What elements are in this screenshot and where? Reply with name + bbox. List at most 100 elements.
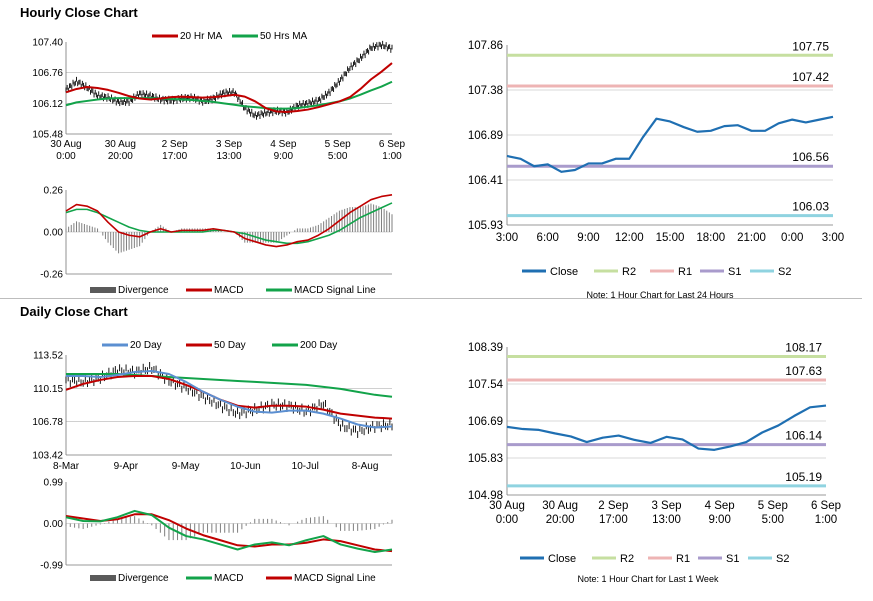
- daily-levels-x-tick: 9:00: [708, 514, 730, 526]
- daily-macd-y-tick: -0.99: [40, 561, 63, 572]
- hourly-levels-x-tick: 9:00: [577, 232, 599, 244]
- hourly-price-y-tick: 107.40: [32, 38, 63, 49]
- hourly-price-price-bars: [65, 40, 393, 120]
- hourly-levels-x-tick: 3:00: [496, 232, 518, 244]
- daily-levels-y-tick: 107.54: [468, 379, 504, 391]
- daily-price-x-tick: 9-Apr: [114, 461, 139, 472]
- hourly-price-x-tick: 3 Sep: [216, 139, 243, 150]
- daily-macd-line: [65, 509, 393, 554]
- daily-macd-legend-label: MACD: [214, 573, 243, 584]
- daily-price-y-tick: 103.42: [32, 451, 63, 462]
- daily-price-x-tick: 8-Aug: [352, 461, 379, 472]
- daily-macd-legend-label: Divergence: [118, 573, 169, 584]
- daily-macd-y-tick: 0.00: [44, 519, 64, 530]
- daily-levels-y-tick: 105.83: [468, 453, 503, 465]
- hourly-levels-x-tick: 3:00: [822, 232, 844, 244]
- hourly-levels-close-line: [506, 115, 834, 173]
- daily-levels-level-s2-label: 105.19: [785, 470, 822, 484]
- hourly-price-x-tick: 20:00: [108, 151, 133, 162]
- hourly-levels-x-tick: 18:00: [696, 232, 725, 244]
- daily-macd-y-tick: 0.99: [44, 478, 64, 489]
- daily-levels-legend-label: R1: [676, 553, 690, 565]
- hourly-levels-y-tick: 106.41: [468, 175, 503, 187]
- daily-levels-close-line: [506, 404, 827, 451]
- daily-levels-x-tick: 5:00: [762, 514, 784, 526]
- hourly-price-y-tick: 105.48: [32, 130, 63, 141]
- hourly-macd-legend-label: MACD: [214, 285, 243, 296]
- hourly-price-legend-label: 20 Hr MA: [180, 31, 223, 42]
- hourly-levels-legend-label: Close: [550, 266, 578, 278]
- hourly-levels-level-s2-label: 106.03: [792, 200, 829, 214]
- daily-levels-legend-label: S1: [726, 553, 739, 565]
- hourly-price-x-tick: 2 Sep: [162, 139, 189, 150]
- daily-levels-y-tick: 104.98: [468, 490, 503, 502]
- hourly-levels-level-r1-label: 107.42: [792, 70, 829, 84]
- daily-price-y-tick: 106.78: [32, 417, 63, 428]
- daily-levels-y-tick: 108.39: [468, 342, 503, 354]
- daily-levels-x-tick: 20:00: [546, 514, 575, 526]
- hourly-levels-x-tick: 12:00: [615, 232, 644, 244]
- daily-price-x-tick: 10-Jun: [230, 461, 261, 472]
- hourly-price-x-tick: 5 Sep: [325, 139, 352, 150]
- daily-levels-x-tick: 5 Sep: [758, 500, 788, 512]
- hourly-price-x-tick: 0:00: [56, 151, 76, 162]
- daily-levels-x-tick: 30 Aug: [542, 500, 578, 512]
- hourly-price-x-tick: 5:00: [328, 151, 348, 162]
- hourly-levels-x-tick: 15:00: [656, 232, 685, 244]
- daily-levels-x-tick: 4 Sep: [705, 500, 735, 512]
- daily-levels-y-tick: 106.69: [468, 416, 503, 428]
- daily-levels-legend-label: S2: [776, 553, 789, 565]
- hourly-price-legend-label: 50 Hrs MA: [260, 31, 308, 42]
- hourly-levels-y-tick: 105.93: [468, 220, 503, 232]
- hourly-price-x-tick: 1:00: [382, 151, 402, 162]
- hourly-levels-y-tick: 106.89: [468, 130, 503, 142]
- hourly-price-y-tick: 106.76: [32, 68, 63, 79]
- section-divider: [0, 298, 862, 299]
- daily-levels-legend-label: Close: [548, 553, 576, 565]
- hourly-price-x-tick: 9:00: [274, 151, 294, 162]
- daily-levels-x-tick: 3 Sep: [651, 500, 681, 512]
- daily-section-title: Daily Close Chart: [20, 304, 128, 319]
- daily-levels-note: Note: 1 Hour Chart for Last 1 Week: [578, 574, 719, 584]
- hourly-macd-legend-label: Divergence: [118, 285, 169, 296]
- hourly-macd-signal-line: [65, 202, 393, 245]
- daily-levels-x-tick: 6 Sep: [811, 500, 841, 512]
- hourly-price-x-tick: 30 Aug: [50, 139, 81, 150]
- hourly-levels-level-s1-label: 106.56: [792, 150, 829, 164]
- daily-levels-x-tick: 2 Sep: [598, 500, 628, 512]
- daily-price-legend-label: 50 Day: [214, 340, 246, 351]
- daily-levels-x-tick: 0:00: [496, 514, 518, 526]
- hourly-price-x-tick: 13:00: [216, 151, 241, 162]
- daily-levels-x-tick: 17:00: [599, 514, 628, 526]
- hourly-price-x-tick: 6 Sep: [379, 139, 406, 150]
- daily-price-x-tick: 8-Mar: [53, 461, 80, 472]
- hourly-levels-y-tick: 107.38: [468, 85, 503, 97]
- daily-price-x-tick: 10-Jul: [292, 461, 319, 472]
- daily-macd-legend-swatch: [90, 575, 116, 581]
- daily-levels-level-r1-label: 107.63: [785, 364, 822, 378]
- hourly-section-title: Hourly Close Chart: [20, 5, 138, 20]
- hourly-price-x-tick: 30 Aug: [105, 139, 136, 150]
- hourly-levels-y-tick: 107.86: [468, 40, 503, 52]
- daily-price-legend-label: 200 Day: [300, 340, 337, 351]
- hourly-macd-legend-label: MACD Signal Line: [294, 285, 376, 296]
- hourly-levels-legend-label: S2: [778, 266, 791, 278]
- daily-price-x-tick: 9-May: [172, 461, 200, 472]
- daily-price-legend-label: 20 Day: [130, 340, 162, 351]
- hourly-macd-y-tick: -0.26: [40, 270, 63, 281]
- daily-levels-level-s1-label: 106.14: [785, 429, 822, 443]
- hourly-levels-legend-label: S1: [728, 266, 741, 278]
- hourly-macd-line: [65, 194, 393, 248]
- daily-levels-x-tick: 1:00: [815, 514, 837, 526]
- daily-20day-ma-line: [66, 370, 393, 429]
- hourly-levels-note: Note: 1 Hour Chart for Last 24 Hours: [586, 290, 734, 300]
- daily-levels-level-r2-label: 108.17: [785, 341, 822, 355]
- hourly-macd-legend-swatch: [90, 287, 116, 293]
- daily-levels-x-tick: 30 Aug: [489, 500, 525, 512]
- daily-price-y-tick: 113.52: [33, 351, 63, 362]
- hourly-levels-level-r2-label: 107.75: [792, 39, 829, 53]
- hourly-20hr-ma-line: [65, 62, 393, 113]
- hourly-macd-y-tick: 0.00: [44, 228, 64, 239]
- daily-macd-signal-line: [65, 513, 393, 553]
